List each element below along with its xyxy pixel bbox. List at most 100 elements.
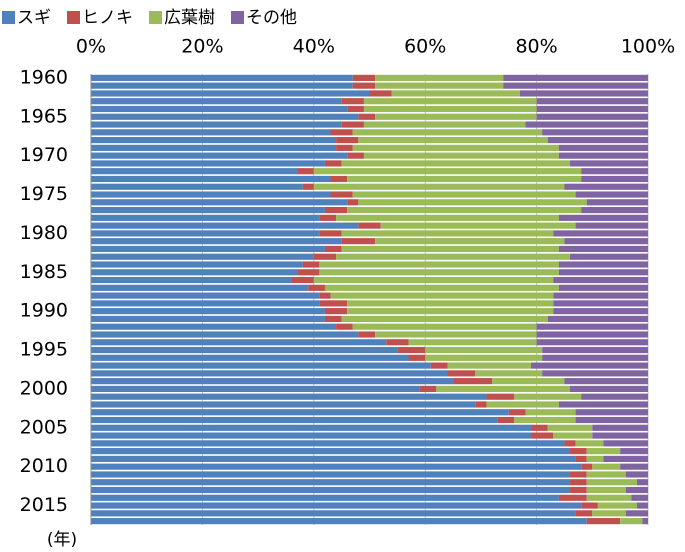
bar-segment bbox=[91, 424, 532, 431]
bar-segment bbox=[581, 175, 648, 183]
bar-segment bbox=[636, 502, 648, 509]
bar-segment bbox=[341, 238, 376, 245]
bar-segment bbox=[91, 409, 509, 416]
bar-segment bbox=[425, 354, 543, 361]
bar-segment bbox=[570, 448, 587, 455]
bar-segment bbox=[547, 424, 593, 431]
bar-segment bbox=[341, 160, 571, 167]
bar-segment bbox=[319, 292, 331, 299]
x-tick-label: 0% bbox=[76, 36, 106, 58]
bar-segment bbox=[570, 160, 648, 167]
bar-segment bbox=[91, 90, 370, 97]
bar-segment bbox=[542, 346, 648, 354]
bar-segment bbox=[347, 152, 364, 159]
bar-segment bbox=[453, 378, 493, 385]
bar-segment bbox=[486, 393, 515, 400]
bar-segment bbox=[91, 191, 331, 198]
bar-segment bbox=[586, 518, 621, 525]
bar-segment bbox=[475, 370, 543, 377]
y-tick-label: 1990 bbox=[20, 300, 68, 322]
y-tick-label: 1970 bbox=[20, 144, 68, 166]
bar-segment bbox=[575, 222, 648, 229]
bar-segment bbox=[347, 175, 582, 183]
bar-segment bbox=[91, 401, 476, 408]
x-tick-label: 40% bbox=[293, 36, 335, 58]
bar-segment bbox=[436, 385, 571, 393]
bar-segment bbox=[586, 199, 648, 206]
bar-segment bbox=[91, 339, 387, 346]
bar-segment bbox=[369, 90, 392, 97]
bar-segment bbox=[586, 448, 621, 455]
bar-segment bbox=[91, 113, 359, 120]
bar-segment bbox=[91, 269, 298, 276]
bar-segment bbox=[408, 339, 537, 346]
bar-segment bbox=[341, 98, 364, 105]
bar-segment bbox=[91, 486, 571, 494]
bar-segment bbox=[91, 168, 298, 175]
bar-segment bbox=[542, 354, 648, 361]
bar-segment bbox=[91, 183, 303, 190]
bar-segment bbox=[297, 269, 320, 276]
bar-segment bbox=[531, 432, 554, 439]
bar-segment bbox=[514, 416, 576, 424]
bar-segment bbox=[324, 308, 348, 315]
bar-segment bbox=[91, 354, 409, 361]
bar-segment bbox=[352, 323, 537, 330]
bar-segment bbox=[91, 479, 571, 486]
bar-segment bbox=[581, 168, 648, 175]
y-tick-label: 2000 bbox=[20, 377, 68, 399]
bar-segment bbox=[302, 183, 314, 190]
legend-swatch bbox=[2, 11, 15, 24]
legend-swatch bbox=[231, 11, 244, 24]
bar-segment bbox=[297, 168, 314, 175]
bar-segment bbox=[553, 276, 648, 284]
bar-segment bbox=[330, 292, 554, 299]
bar-segment bbox=[397, 346, 426, 354]
bar-segment bbox=[91, 129, 331, 136]
bar-segment bbox=[430, 362, 448, 369]
bar-segment bbox=[425, 346, 543, 354]
bar-segment bbox=[642, 518, 648, 525]
bar-segment bbox=[625, 486, 648, 494]
bar-segment bbox=[570, 253, 648, 260]
bar-segment bbox=[531, 362, 648, 369]
legend-label: スギ bbox=[17, 8, 51, 28]
bar-segment bbox=[352, 144, 559, 151]
bar-segment bbox=[631, 494, 648, 501]
bar-segment bbox=[592, 432, 648, 439]
y-tick-label: 2005 bbox=[20, 416, 68, 438]
bar-segment bbox=[91, 518, 587, 525]
bar-segment bbox=[419, 385, 437, 393]
bar-segment bbox=[570, 385, 648, 393]
bar-segment bbox=[558, 214, 648, 221]
bar-segment bbox=[447, 370, 476, 377]
bar-segment bbox=[558, 261, 648, 268]
bar-segment bbox=[91, 331, 359, 338]
bar-segment bbox=[336, 137, 359, 144]
bar-segment bbox=[352, 74, 376, 81]
bar-segment bbox=[91, 121, 342, 128]
bar-segment bbox=[581, 502, 598, 509]
bar-segment bbox=[347, 206, 582, 214]
bar-segment bbox=[324, 206, 348, 214]
bar-segment bbox=[380, 222, 576, 229]
y-tick-label: 2015 bbox=[20, 494, 68, 516]
bar-segment bbox=[603, 455, 648, 462]
y-tick-label: 1995 bbox=[20, 339, 68, 361]
bar-segment bbox=[347, 199, 359, 206]
bar-segment bbox=[330, 129, 353, 136]
bar-segment bbox=[558, 245, 648, 253]
y-tick-label: 2010 bbox=[20, 455, 68, 477]
bar-segment bbox=[503, 74, 648, 81]
bar-segment bbox=[536, 98, 648, 105]
bar-segment bbox=[536, 339, 648, 346]
bar-segment bbox=[503, 82, 648, 89]
bar-segment bbox=[363, 152, 559, 159]
bar-segment bbox=[363, 121, 526, 128]
bar-segment bbox=[91, 253, 314, 260]
bar-segment bbox=[391, 90, 520, 97]
bar-segment bbox=[91, 300, 320, 307]
bar-segment bbox=[91, 370, 448, 377]
bar-segment bbox=[553, 230, 648, 237]
bar-segment bbox=[536, 331, 648, 338]
